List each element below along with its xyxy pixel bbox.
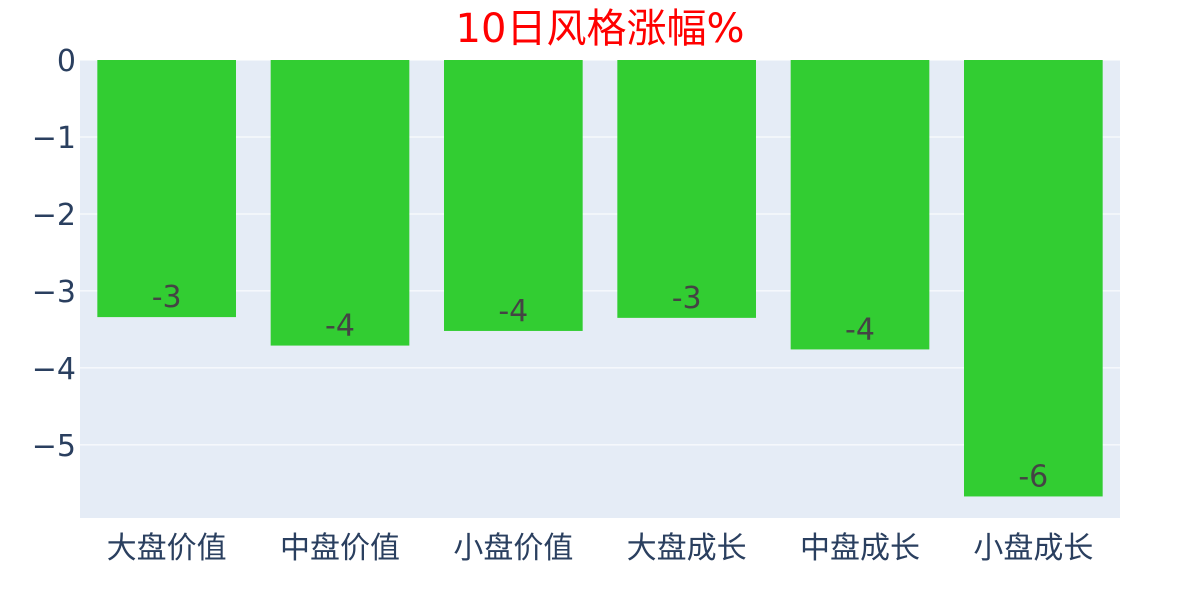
bar [444,60,583,331]
data-labels: -3 -4 -4 -3 -4 -6 [152,280,1049,494]
chart-title: 10日风格涨幅% [455,6,745,52]
bars [97,60,1103,497]
y-tick-label: −3 [32,275,76,310]
plot-area [80,60,1120,518]
y-tick-label: −2 [32,198,76,233]
y-tick-label: −5 [32,429,76,464]
bar [97,60,236,318]
x-axis: 大盘价值 中盘价值 小盘价值 大盘成长 中盘成长 小盘成长 [107,531,1094,566]
data-label: -4 [325,309,355,344]
x-tick-label: 小盘成长 [973,531,1093,566]
bar [790,60,930,350]
bar [270,60,410,346]
x-tick-label: 中盘价值 [280,531,400,566]
x-tick-label: 小盘价值 [453,531,573,566]
gridlines [80,59,1120,446]
data-label: -3 [152,280,182,315]
bar [617,60,756,318]
y-tick-label: 0 [57,44,76,79]
data-label: -3 [672,281,702,316]
x-tick-label: 大盘价值 [107,531,227,566]
data-label: -6 [1018,459,1048,494]
data-label: -4 [498,294,528,329]
y-axis: 0 −1 −2 −3 −4 −5 [32,44,76,464]
y-tick-label: −4 [32,352,76,387]
data-label: -4 [845,312,875,347]
y-tick-label: −1 [32,121,76,156]
x-tick-label: 中盘成长 [800,531,920,566]
x-tick-label: 大盘成长 [627,531,747,566]
bar [964,60,1103,497]
